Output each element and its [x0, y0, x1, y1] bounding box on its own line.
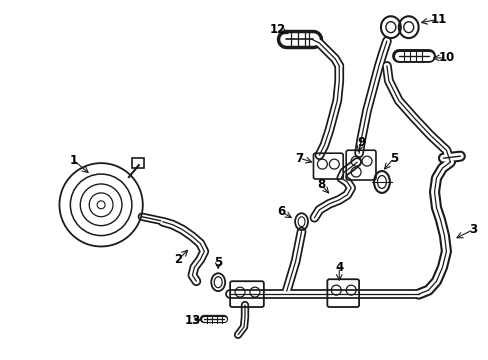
Text: 11: 11	[429, 13, 446, 26]
Text: 10: 10	[437, 51, 454, 64]
Text: 12: 12	[269, 23, 285, 36]
Text: 8: 8	[317, 179, 325, 192]
Text: 4: 4	[334, 261, 343, 274]
Text: 5: 5	[214, 256, 222, 269]
Text: 6: 6	[277, 205, 285, 218]
Text: 5: 5	[389, 152, 397, 165]
Text: 9: 9	[356, 136, 365, 149]
Text: 13: 13	[184, 314, 200, 327]
Text: 2: 2	[174, 253, 182, 266]
Text: 7: 7	[295, 152, 303, 165]
Text: 1: 1	[69, 154, 77, 167]
Text: 3: 3	[468, 223, 476, 236]
